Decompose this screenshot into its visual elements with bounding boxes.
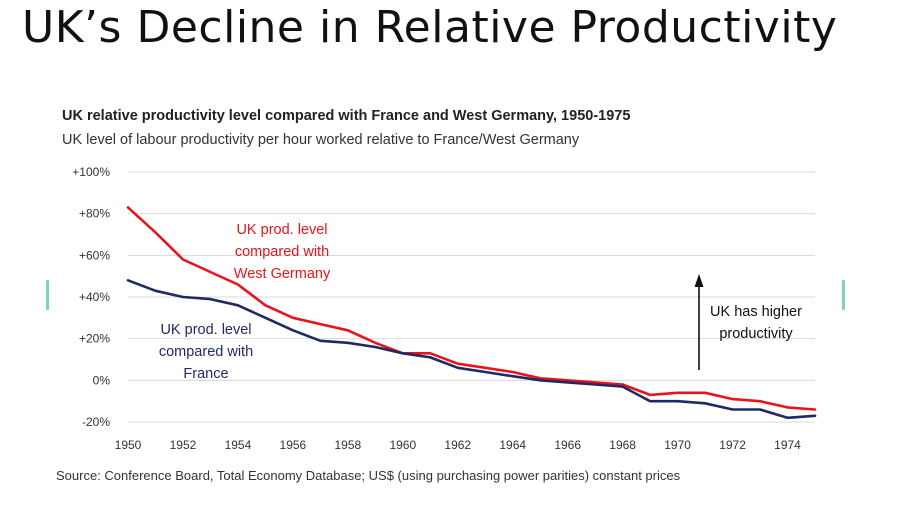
- series-line-france: [126, 278, 817, 420]
- x-tick-label: 1966: [554, 438, 581, 452]
- y-axis-ticks: +100% +80% +60% +40% +20% 0% -20%: [72, 165, 110, 429]
- x-tick-label: 1956: [280, 438, 307, 452]
- chart-subtitle: UK level of labour productivity per hour…: [62, 132, 580, 148]
- left-accent-bar: [46, 280, 49, 310]
- x-tick-label: 1972: [719, 438, 746, 452]
- annotation-france: France: [183, 366, 228, 382]
- annotation-france: UK prod. level: [160, 322, 251, 338]
- arrow-head-icon: [694, 274, 704, 287]
- annotations: UK prod. level compared with West Germany U…: [159, 222, 802, 382]
- y-tick-label: +100%: [72, 165, 110, 179]
- annotation-west-germany: compared with: [235, 244, 329, 260]
- y-tick-label: +40%: [79, 290, 110, 304]
- y-tick-label: +60%: [79, 248, 110, 262]
- chart-title: UK relative productivity level compared …: [62, 108, 631, 124]
- right-accent-bar: [842, 280, 845, 310]
- x-tick-label: 1958: [334, 438, 361, 452]
- x-axis-ticks: 1950 1952 1954 1956 1958 1960 1962 1964 1966 1968…: [115, 438, 802, 452]
- y-tick-label: +80%: [79, 207, 110, 221]
- x-tick-label: 1952: [170, 438, 197, 452]
- x-tick-label: 1974: [774, 438, 801, 452]
- x-tick-label: 1954: [225, 438, 252, 452]
- annotation-west-germany: West Germany: [234, 266, 331, 282]
- slide-title: UK’s Decline in Relative Productivity: [22, 2, 838, 53]
- y-tick-label: 0%: [93, 373, 111, 387]
- x-tick-label: 1970: [664, 438, 691, 452]
- x-tick-label: 1960: [389, 438, 416, 452]
- annotation-higher-productivity: productivity: [719, 326, 793, 342]
- source-note: Source: Conference Board, Total Economy …: [56, 468, 681, 483]
- x-tick-label: 1962: [444, 438, 471, 452]
- y-tick-label: -20%: [82, 415, 110, 429]
- series-lines: [126, 206, 817, 420]
- gridlines: [128, 171, 815, 423]
- annotation-west-germany: UK prod. level: [236, 222, 327, 238]
- x-tick-label: 1950: [115, 438, 142, 452]
- series-line-west-germany: [126, 206, 817, 411]
- x-tick-label: 1964: [499, 438, 526, 452]
- y-tick-label: +20%: [79, 332, 110, 346]
- x-tick-label: 1968: [609, 438, 636, 452]
- annotation-france: compared with: [159, 344, 253, 360]
- annotation-higher-productivity: UK has higher: [710, 304, 802, 320]
